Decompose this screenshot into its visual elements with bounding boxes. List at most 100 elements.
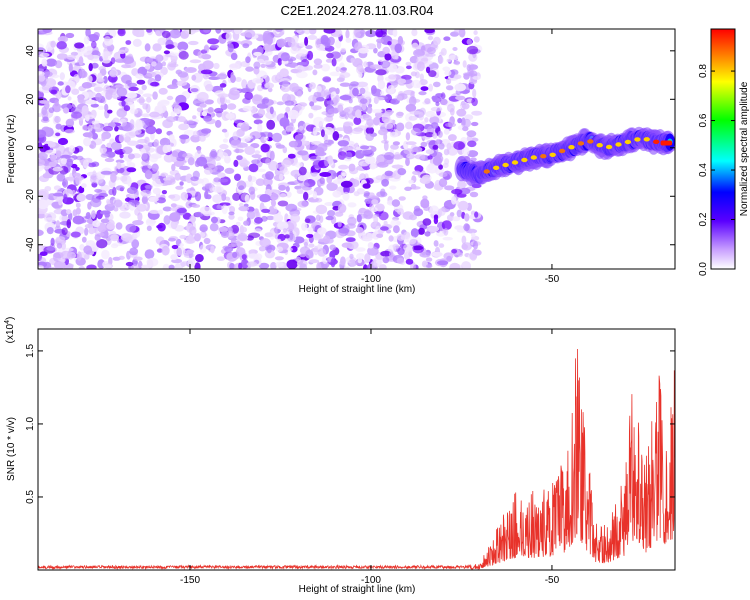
noise-blob (57, 137, 69, 146)
noise-blob (266, 119, 276, 130)
noise-blob (61, 103, 73, 110)
noise-blob (286, 259, 298, 269)
noise-blob (285, 191, 292, 198)
noise-blob (451, 196, 457, 205)
spectrogram-xtick-label: -50 (545, 274, 560, 285)
noise-blob (203, 237, 211, 245)
noise-blob (253, 61, 261, 69)
noise-blob (38, 213, 46, 219)
noise-blob (92, 220, 101, 228)
noise-blob (180, 191, 189, 201)
noise-blob (233, 159, 239, 167)
noise-blob (63, 107, 70, 114)
noise-blob (411, 42, 419, 49)
noise-blob (464, 114, 474, 121)
noise-blob (335, 87, 340, 95)
noise-blob (183, 129, 196, 136)
noise-blob (99, 144, 107, 155)
noise-blob (96, 239, 108, 249)
noise-blob (396, 257, 405, 264)
spectrogram-ylabel: Frequency (Hz) (6, 115, 17, 184)
noise-blob (473, 30, 478, 36)
noise-blob (204, 183, 212, 189)
noise-blob (153, 139, 160, 148)
noise-blob (253, 228, 262, 233)
noise-blob (71, 88, 80, 95)
noise-blob (114, 126, 119, 132)
spectrogram-ytick-label: -20 (25, 189, 36, 204)
noise-blob (453, 61, 461, 65)
noise-blob (81, 105, 89, 115)
noise-blob (291, 41, 298, 51)
noise-blob (448, 134, 457, 142)
noise-blob (85, 193, 95, 201)
noise-blob (213, 62, 220, 70)
noise-blob (177, 41, 189, 51)
noise-blob (263, 136, 269, 141)
noise-blob (85, 91, 94, 99)
noise-blob (201, 111, 208, 117)
noise-blob (470, 232, 476, 238)
noise-blob (179, 181, 184, 186)
noise-blob (88, 227, 95, 235)
noise-blob (365, 126, 375, 135)
noise-blob (425, 53, 436, 57)
noise-blob (418, 227, 425, 235)
noise-blob (424, 132, 435, 138)
noise-blob (239, 159, 251, 166)
noise-blob (194, 262, 201, 269)
noise-blob (239, 226, 248, 233)
noise-blob (471, 121, 479, 127)
noise-blob (424, 117, 429, 123)
noise-blob (335, 127, 346, 132)
noise-blob (301, 222, 308, 231)
noise-blob (375, 259, 384, 264)
noise-blob (449, 262, 461, 269)
noise-blob (60, 250, 72, 260)
noise-blob (234, 173, 241, 181)
noise-blob (64, 129, 75, 134)
noise-blob (397, 168, 407, 176)
colorbar-tick-label: 0.6 (698, 113, 709, 127)
noise-blob (154, 74, 162, 82)
noise-blob (437, 130, 443, 138)
noise-blob (210, 149, 217, 158)
noise-blob (42, 29, 53, 33)
noise-blob (61, 227, 68, 236)
noise-blob (190, 176, 199, 182)
noise-blob (66, 219, 72, 229)
snr-ytick-label: 1.5 (25, 344, 36, 358)
noise-blob (178, 50, 189, 60)
noise-blob (146, 257, 159, 267)
noise-blob (433, 217, 439, 225)
noise-blob (130, 264, 140, 269)
snr-ylabel: SNR (10 * v/v) (6, 417, 17, 481)
noise-blob (174, 172, 181, 181)
noise-blob (118, 133, 125, 143)
noise-blob (309, 155, 321, 162)
noise-blob (347, 202, 357, 208)
noise-blob (308, 243, 315, 248)
noise-blob (98, 66, 106, 72)
noise-blob (103, 75, 108, 84)
noise-blob (274, 256, 284, 261)
noise-blob (46, 246, 56, 251)
noise-blob (343, 126, 353, 134)
noise-blob (362, 149, 375, 157)
noise-blob (298, 125, 304, 131)
noise-blob (362, 232, 374, 242)
noise-blob (180, 262, 186, 268)
noise-blob (405, 141, 417, 146)
noise-blob (352, 87, 359, 97)
noise-blob (251, 159, 260, 165)
noise-blob (329, 244, 337, 251)
noise-blob (126, 176, 132, 187)
noise-blob (448, 54, 459, 61)
noise-blob (304, 65, 314, 71)
noise-blob (262, 97, 270, 104)
noise-blob (287, 109, 299, 120)
noise-blob (246, 261, 258, 267)
noise-blob (112, 186, 117, 196)
noise-blob (90, 197, 102, 208)
noise-blob (76, 176, 84, 181)
